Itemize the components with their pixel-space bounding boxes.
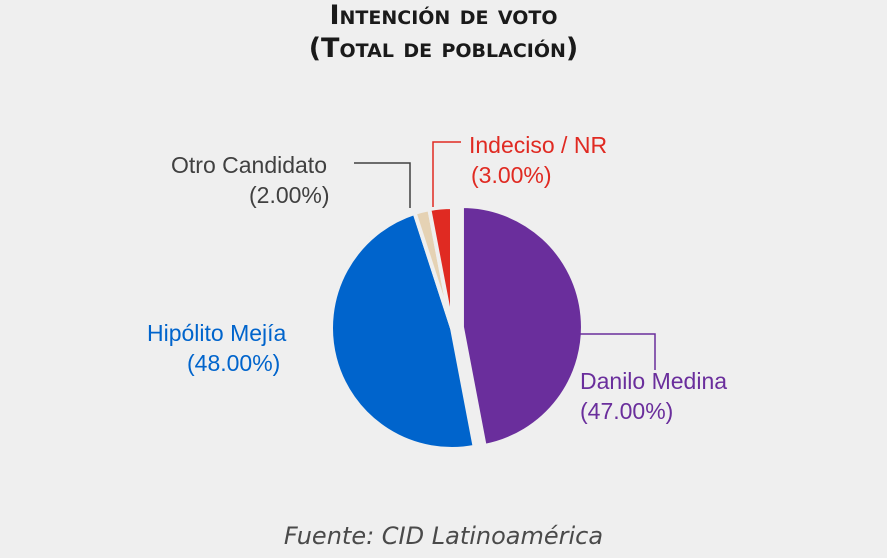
slice-value-hipolito: (48.00%) xyxy=(187,350,281,376)
chart-subtitle: (Total de población) xyxy=(308,33,579,64)
slice-name-hipolito: Hipólito Mejía xyxy=(147,320,287,346)
pie-slice-3 xyxy=(427,205,454,330)
slice-value-otro: (2.00%) xyxy=(249,182,330,208)
slice-name-danilo: Danilo Medina xyxy=(580,368,728,394)
chart-title: Intención de voto xyxy=(329,0,558,31)
label-hipolito: Hipólito Mejía (48.00%) xyxy=(147,318,286,378)
slice-value-indeciso: (3.00%) xyxy=(471,162,552,188)
leader-line-2 xyxy=(354,162,411,208)
slice-name-indeciso: Indeciso / NR xyxy=(469,132,608,158)
leader-line-3 xyxy=(432,141,461,207)
pie-slice-0 xyxy=(459,204,585,448)
label-otro-candidato: Otro Candidato (2.00%) xyxy=(171,150,330,210)
label-danilo: Danilo Medina (47.00%) xyxy=(580,366,727,426)
slice-name-otro: Otro Candidato xyxy=(171,152,327,178)
leader-line-0 xyxy=(568,333,656,370)
chart-source: Fuente: CID Latinoamérica xyxy=(283,522,604,550)
leader-line-1 xyxy=(337,299,375,329)
pie-slice-1 xyxy=(329,210,477,451)
label-indeciso: Indeciso / NR (3.00%) xyxy=(469,130,607,190)
slice-value-danilo: (47.00%) xyxy=(580,398,674,424)
